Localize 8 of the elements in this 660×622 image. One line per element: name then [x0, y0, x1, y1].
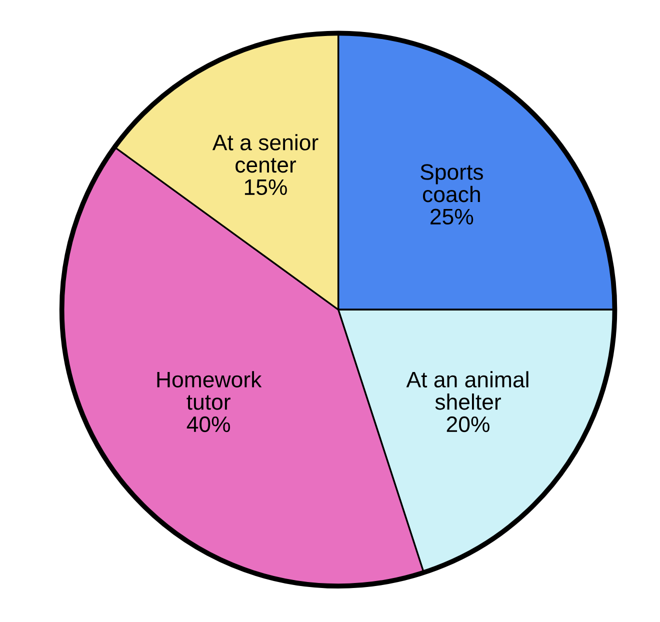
data-label: 25%: [430, 208, 474, 225]
data-label: 15%: [244, 179, 287, 196]
slice-label: Homework tutor: [157, 371, 262, 410]
slice-label: At an animal shelter: [406, 371, 528, 410]
slice-label: Sports coach: [420, 164, 483, 202]
data-label: 40%: [186, 416, 230, 432]
slice-label: At a senior center: [212, 134, 318, 173]
data-label: 20%: [446, 416, 490, 432]
